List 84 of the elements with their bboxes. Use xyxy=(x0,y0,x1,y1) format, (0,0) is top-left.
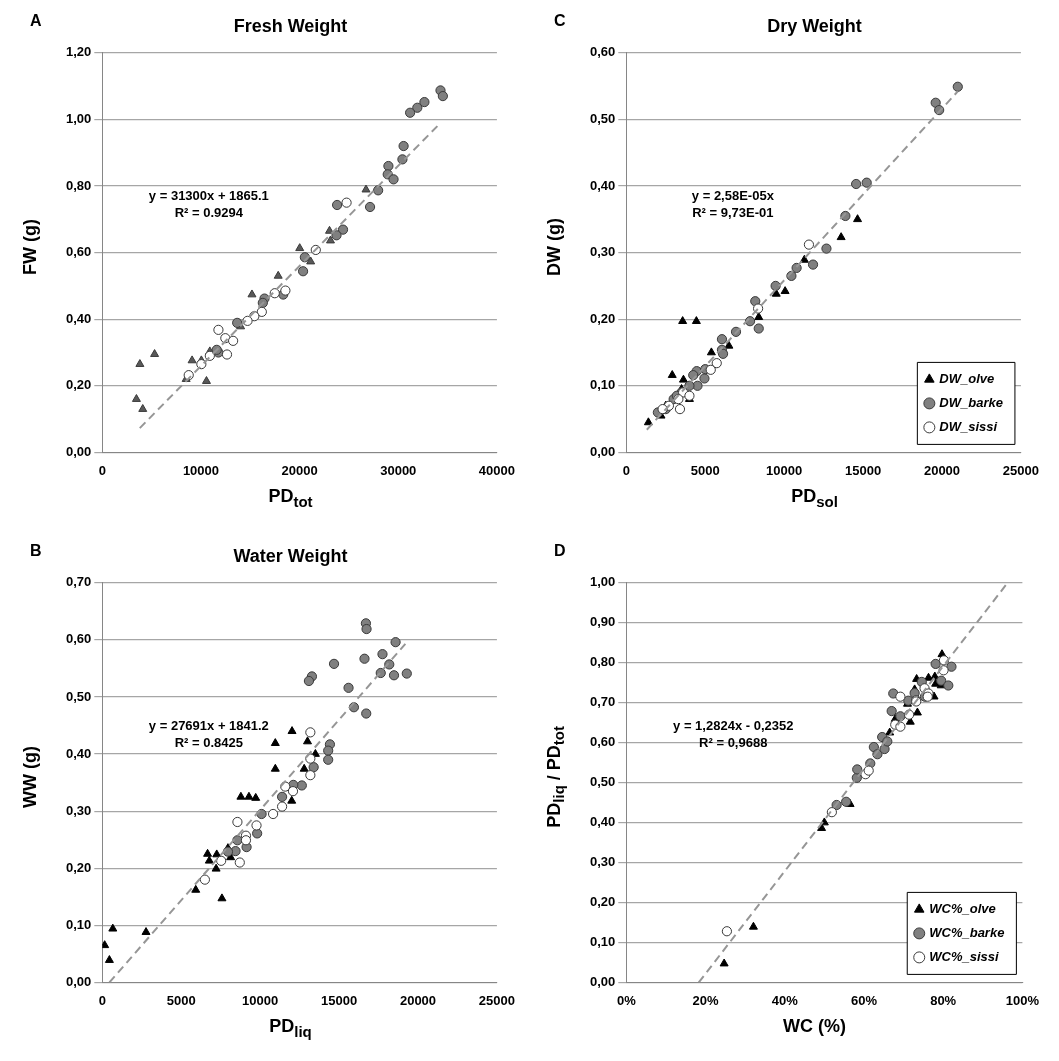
x-tick-label: 60% xyxy=(850,992,878,1008)
y-tick-label: 0,60 xyxy=(65,244,92,260)
y-tick-label: 0,80 xyxy=(65,177,92,193)
chart-title: Dry Weight xyxy=(766,16,863,37)
x-axis-title: PD$_{sol}$ xyxy=(790,486,839,510)
x-axis-title: PD$_{tot}$ xyxy=(267,486,314,510)
y-tick-label: 0,60 xyxy=(589,44,616,60)
x-tick-label: 40000 xyxy=(478,462,515,478)
y-tick-label: 1,00 xyxy=(65,110,92,126)
y-tick-label: 0,40 xyxy=(589,814,616,830)
annotation: R² = 0.8425 xyxy=(174,735,243,751)
x-tick-label: 20% xyxy=(692,992,719,1008)
x-tick-label: 10000 xyxy=(182,462,220,478)
text: D xyxy=(554,542,566,560)
annotation: R² = 0.9294 xyxy=(174,205,244,221)
chart-title: Fresh Weight xyxy=(232,16,349,37)
y-tick-label: 0,70 xyxy=(65,574,92,590)
y-axis-title: FW (g) xyxy=(20,219,41,275)
y-tick-label: 0,20 xyxy=(65,859,92,875)
x-axis-title: PD$_{liq}$ xyxy=(268,1016,313,1040)
x-tick-label: 0% xyxy=(616,992,637,1008)
legend-label: DW_olve xyxy=(939,370,995,386)
x-tick-label: 100% xyxy=(1005,992,1040,1008)
y-tick-label: 0,30 xyxy=(589,854,616,870)
y-tick-label: 0,60 xyxy=(589,734,616,750)
y-tick-label: 1,00 xyxy=(589,574,616,590)
x-tick-label: 5000 xyxy=(690,462,720,478)
legend-label: WC%_olve xyxy=(929,900,996,916)
x-tick-label: 0 xyxy=(622,462,630,478)
x-tick-label: 20000 xyxy=(281,462,318,478)
x-tick-label: 30000 xyxy=(380,462,417,478)
x-tick-label: 5000 xyxy=(166,992,196,1008)
y-tick-label: 0,00 xyxy=(65,443,92,459)
y-tick-label: 0,30 xyxy=(65,802,92,818)
x-tick-label: 25000 xyxy=(478,992,515,1008)
annotation: y = 27691x + 1841.2 xyxy=(148,718,269,734)
x-tick-label: 0 xyxy=(98,462,106,478)
legend-label: WC%_sissi xyxy=(929,948,999,964)
y-tick-label: 0,50 xyxy=(65,688,92,704)
y-tick-label: 0,10 xyxy=(65,916,92,932)
x-tick-label: 20000 xyxy=(399,992,437,1008)
annotation: y = 31300x + 1865.1 xyxy=(148,188,269,204)
y-tick-label: 0,00 xyxy=(589,973,616,989)
y-tick-label: 0,00 xyxy=(589,443,616,459)
legend-label: DW_barke xyxy=(939,394,1003,410)
y-tick-label: 0,60 xyxy=(65,631,92,647)
y-tick-label: 0,90 xyxy=(589,614,616,630)
x-tick-label: 20000 xyxy=(923,462,961,478)
x-tick-label: 40% xyxy=(771,992,799,1008)
annotation: y = 2,58E-05x xyxy=(691,188,775,204)
x-tick-label: 10000 xyxy=(242,992,279,1008)
y-tick-label: 0,50 xyxy=(589,110,616,126)
x-tick-label: 15000 xyxy=(845,462,882,478)
y-tick-label: 1,20 xyxy=(65,44,92,60)
chart-title: Water Weight xyxy=(232,546,349,567)
y-tick-label: 0,10 xyxy=(589,934,616,950)
y-axis-title: DW (g) xyxy=(544,218,565,276)
x-tick-label: 15000 xyxy=(321,992,358,1008)
y-tick-label: 0,40 xyxy=(589,177,616,193)
y-tick-label: 0,20 xyxy=(589,310,616,326)
annotation: R² = 9,73E-01 xyxy=(692,205,774,221)
text: A xyxy=(30,12,42,30)
legend-label: WC%_barke xyxy=(929,924,1005,940)
text: B xyxy=(30,542,42,560)
y-tick-label: 0,20 xyxy=(65,377,92,393)
y-tick-label: 0,40 xyxy=(65,310,92,326)
y-axis-title: WW (g) xyxy=(20,746,41,808)
x-tick-label: 25000 xyxy=(1002,462,1039,478)
legend-label: DW_sissi xyxy=(939,418,998,434)
y-tick-label: 0,20 xyxy=(589,894,616,910)
annotation: R² = 0,9688 xyxy=(699,735,768,751)
y-tick-label: 0,70 xyxy=(589,694,616,710)
x-tick-label: 10000 xyxy=(766,462,803,478)
y-tick-label: 0,40 xyxy=(65,745,92,761)
y-tick-label: 0,00 xyxy=(65,973,92,989)
x-axis-title: WC (%) xyxy=(782,1016,847,1037)
y-tick-label: 0,30 xyxy=(589,244,616,260)
annotation: y = 1,2824x - 0,2352 xyxy=(673,718,794,734)
x-tick-label: 80% xyxy=(930,992,957,1008)
y-tick-label: 0,80 xyxy=(589,654,616,670)
y-tick-label: 0,10 xyxy=(589,377,616,393)
y-tick-label: 0,50 xyxy=(589,774,616,790)
x-tick-label: 0 xyxy=(98,992,106,1008)
text: C xyxy=(554,12,566,30)
